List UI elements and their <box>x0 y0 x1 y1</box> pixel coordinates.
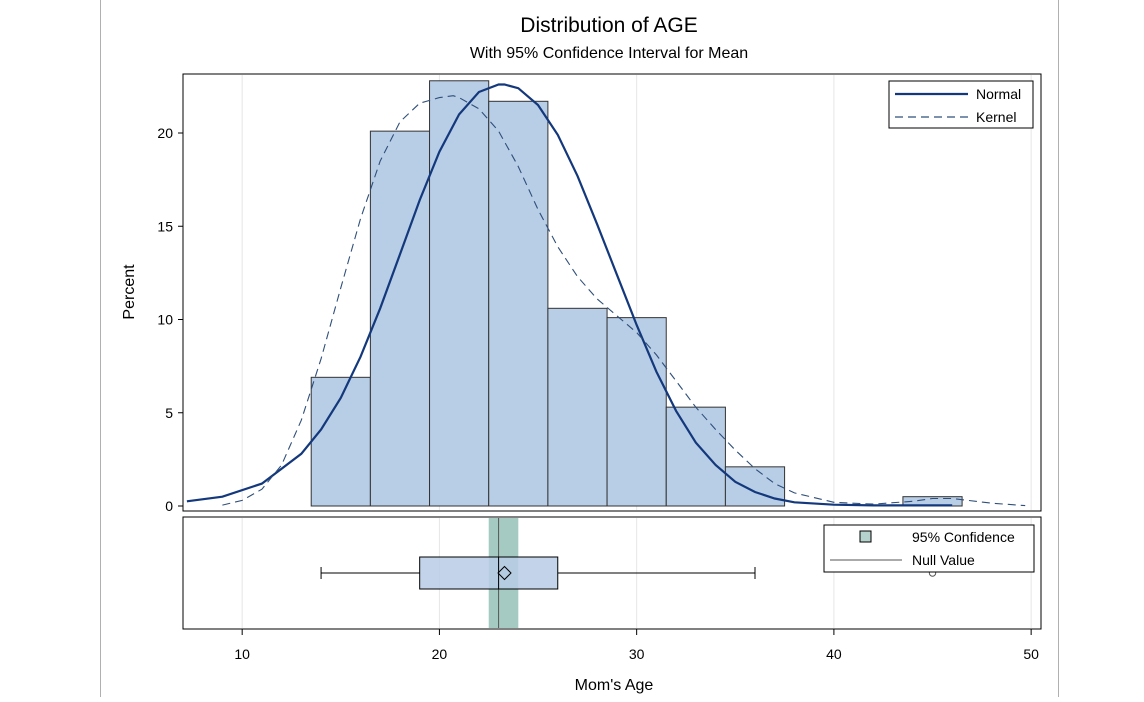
legend-normal-label: Normal <box>976 86 1021 102</box>
legend-confidence-label: 95% Confidence <box>912 529 1015 545</box>
y-tick-label-4: 20 <box>157 125 173 141</box>
y-tick-label-1: 5 <box>165 405 173 421</box>
x-tick-label-2: 30 <box>629 646 645 662</box>
legend-density-box <box>888 80 1034 129</box>
histogram-bar-3 <box>488 100 549 507</box>
main-panel-frame <box>182 73 1042 512</box>
histogram-bar-5 <box>606 317 667 507</box>
legend-boxplot-box <box>823 524 1035 573</box>
legend-boxplot: 95% Confidence Null Value <box>823 524 1035 573</box>
x-tick-label-3: 40 <box>826 646 842 662</box>
histogram-bar-4 <box>547 307 608 507</box>
legend-density: Normal Kernel <box>888 80 1034 129</box>
legend-kernel-label: Kernel <box>976 109 1016 125</box>
series-line-kernel <box>222 95 1026 507</box>
y-tick-label-2: 10 <box>157 312 173 328</box>
mean-diamond <box>497 565 512 581</box>
axes: 0 5 10 15 20 10 20 30 40 50 <box>157 73 1042 662</box>
series-line-normal <box>186 83 953 507</box>
right-border-line <box>1058 0 1059 697</box>
chart-subtitle: With 95% Confidence Interval for Mean <box>470 45 748 62</box>
y-axis-label: Percent <box>121 264 138 320</box>
histogram-bar-6 <box>665 406 726 507</box>
histogram-bar-7 <box>724 466 786 507</box>
legend-null-value-label: Null Value <box>912 552 975 568</box>
histogram-bar-1 <box>369 130 431 507</box>
x-tick-label-1: 20 <box>432 646 448 662</box>
density-curves <box>186 83 1026 507</box>
chart-title: Distribution of AGE <box>520 14 697 37</box>
boxplot-panel <box>320 518 937 628</box>
x-tick-label-4: 50 <box>1023 646 1039 662</box>
y-tick-label-0: 0 <box>165 498 173 514</box>
x-axis-label: Mom's Age <box>575 677 654 694</box>
box-iqr <box>419 556 559 590</box>
left-border-line <box>100 0 101 697</box>
y-tick-label-3: 15 <box>157 218 173 234</box>
histogram-bar-2 <box>429 80 490 507</box>
x-tick-label-0: 10 <box>234 646 250 662</box>
legend-confidence-swatch <box>859 530 872 543</box>
boxplot-panel-frame <box>182 516 1042 630</box>
